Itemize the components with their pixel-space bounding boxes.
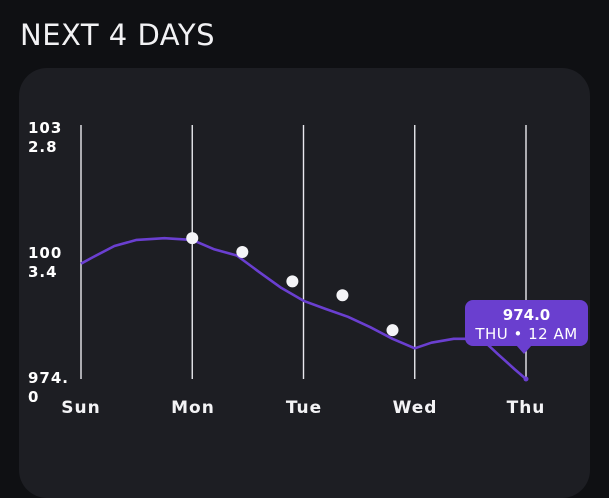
y-tick-bottom: 974.0 [28,369,70,406]
pressure-forecast-card [19,68,590,498]
tooltip-time: THU • 12 AM [475,325,578,343]
x-tick-thu: Thu [506,398,546,418]
y-tick-top: 1032.8 [28,119,63,156]
value-tooltip: 974.0 THU • 12 AM [465,300,588,354]
data-marker-4[interactable] [386,324,399,337]
section-heading: NEXT 4 DAYS [20,18,216,52]
x-tick-wed: Wed [392,398,438,418]
data-marker-0[interactable] [186,232,199,245]
data-marker-1[interactable] [236,246,249,258]
x-tick-sun: Sun [61,398,101,418]
data-marker-2[interactable] [286,275,299,288]
x-tick-mon: Mon [171,398,215,418]
highlight-point[interactable] [523,376,529,382]
y-tick-middle: 1003.4 [28,244,63,281]
data-marker-3[interactable] [336,289,349,302]
x-tick-tue: Tue [285,398,323,418]
tooltip-value: 974.0 [502,306,551,324]
